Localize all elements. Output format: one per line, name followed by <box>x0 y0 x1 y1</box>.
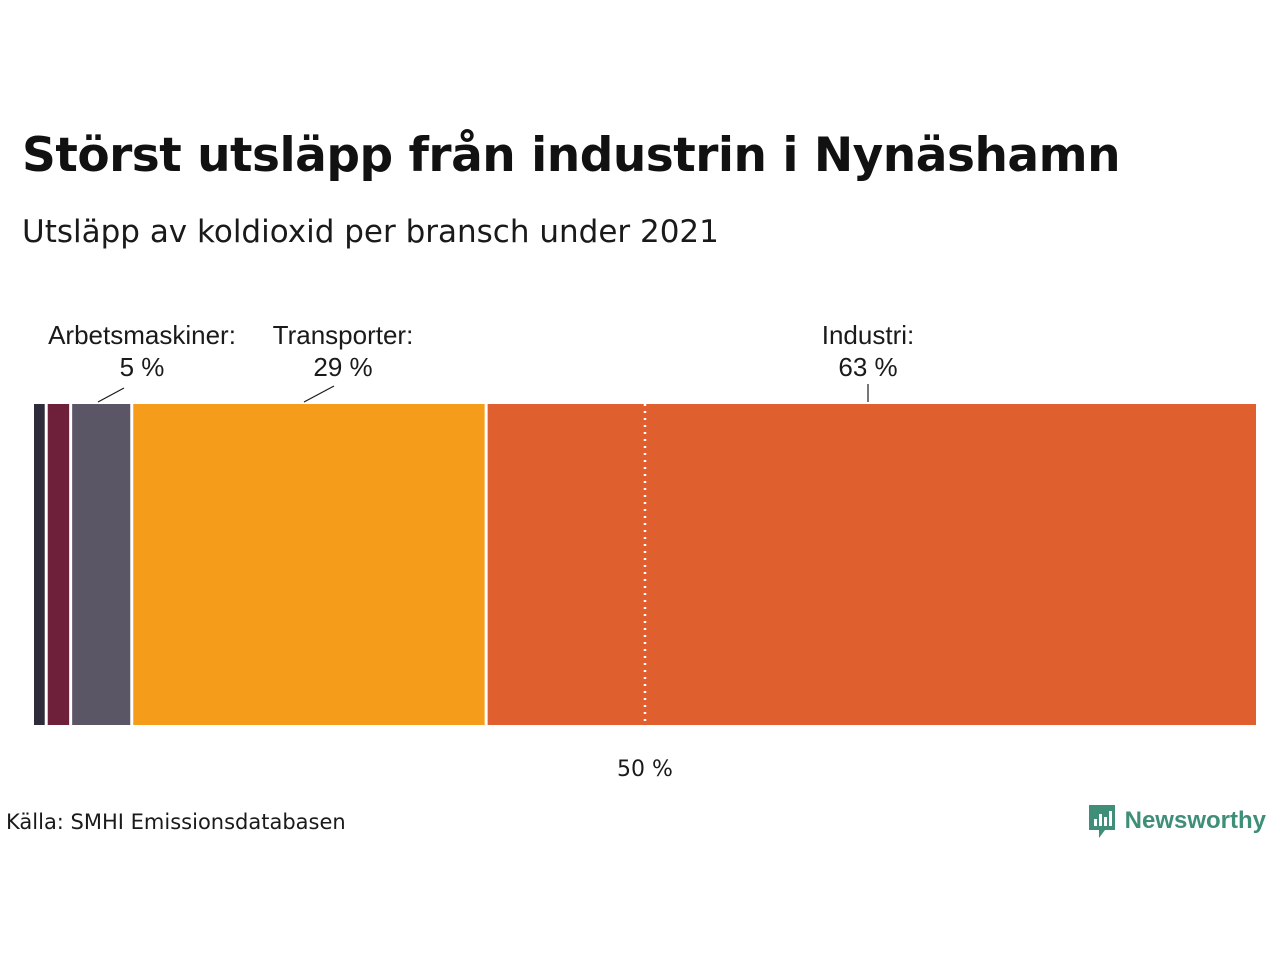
source-note: Källa: SMHI Emissionsdatabasen <box>6 810 346 834</box>
brand-name: Newsworthy <box>1124 807 1266 834</box>
leader-line-3 <box>303 385 335 403</box>
brand-logo: Newsworthy <box>1087 802 1266 840</box>
newsworthy-logo-icon <box>1088 805 1115 838</box>
leader-line-2 <box>97 387 125 403</box>
reference-line-label: 50 % <box>617 757 673 782</box>
segment-value-label-2: 5 % <box>120 352 165 382</box>
bar-segment-3 <box>131 404 487 725</box>
chart-title: Störst utsläpp från industrin i Nynäsham… <box>22 128 1121 183</box>
segment-value-label-4: 63 % <box>838 352 897 382</box>
segment-label-4: Industri: <box>822 320 915 350</box>
bar-segment-1 <box>46 404 71 725</box>
segment-label-2: Arbetsmaskiner: <box>48 320 236 350</box>
stacked-bar-chart: Arbetsmaskiner:5 % Transporter:29 % Indust… <box>34 320 1256 782</box>
bar-segment-4 <box>486 404 1256 725</box>
chart-subtitle: Utsläpp av koldioxid per bransch under 2… <box>22 214 719 250</box>
segment-value-label-3: 29 % <box>313 352 372 382</box>
bar-segment-0 <box>34 404 47 725</box>
bar-segment-2 <box>70 404 132 725</box>
segment-label-3: Transporter: <box>273 320 414 350</box>
